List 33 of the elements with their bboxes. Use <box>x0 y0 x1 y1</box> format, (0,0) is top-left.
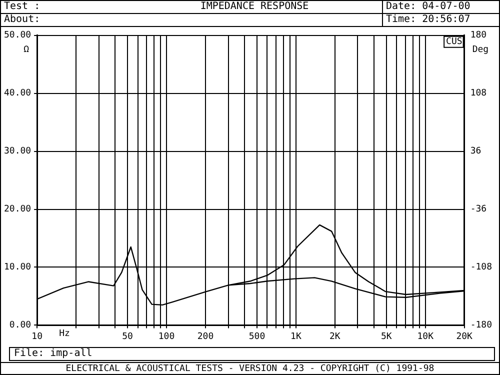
x-tick-label: 10K <box>417 332 434 342</box>
y-tick-label: 10.00 <box>4 262 32 273</box>
y-tick-label: 30.00 <box>4 146 32 157</box>
annotation: CUS <box>446 37 462 48</box>
y-tick-label: 20.00 <box>4 204 32 215</box>
y-tick-label: 50.00 <box>4 30 32 41</box>
x-tick-label: 100 <box>158 332 175 342</box>
y-axis-title: Ω <box>24 45 30 56</box>
x-tick-label: 10 <box>32 332 43 342</box>
x-tick-label: 50 <box>122 332 133 342</box>
y-tick-label: 40.00 <box>4 88 32 99</box>
y2-tick-label: 180 <box>470 30 487 41</box>
x-tick-label: 2K <box>329 332 341 342</box>
y2-tick-label: -36 <box>470 204 487 215</box>
y-tick-label: 0.00 <box>9 320 32 331</box>
y2-tick-label: 36 <box>470 146 482 157</box>
x-tick-label: 20K <box>456 332 474 342</box>
x-tick-label: 5K <box>380 332 392 342</box>
x-tick-label: 200 <box>197 332 214 342</box>
text: About: <box>1 14 383 26</box>
x-axis-title: Hz <box>59 329 70 340</box>
y2-tick-label: -180 <box>470 320 492 331</box>
text: Test : <box>3 1 42 13</box>
text: Time: 20:56:07 <box>385 14 472 26</box>
x-tick-label: 1K <box>290 332 302 342</box>
x-tick-label: 500 <box>248 332 266 342</box>
text: File: imp-all <box>9 347 495 361</box>
y2-tick-label: -108 <box>470 262 492 273</box>
text: ELECTRICAL & ACOUSTICAL TESTS - VERSION 4.23 - COPYRIGHT (C) 1991-98 <box>1 362 499 375</box>
chart-title: IMPEDANCE RESPONSE <box>127 1 383 13</box>
y2-axis-title: Deg <box>472 45 489 56</box>
y2-tick-label: 108 <box>470 88 487 99</box>
text: Date: 04-07-00 <box>385 1 472 13</box>
